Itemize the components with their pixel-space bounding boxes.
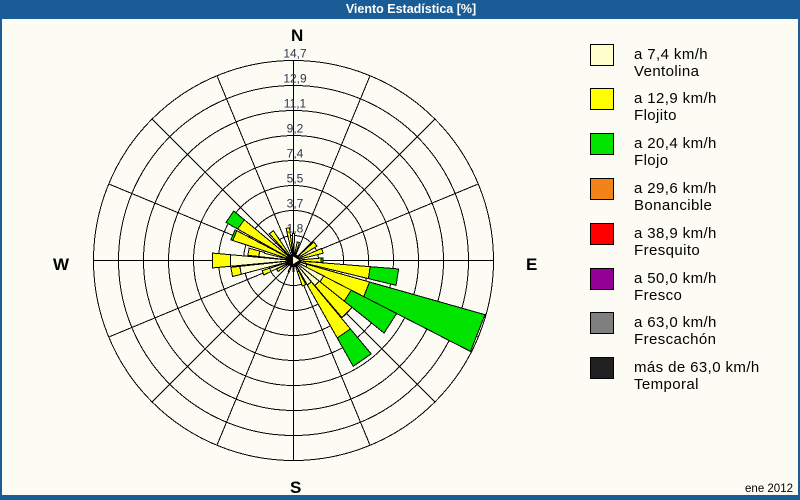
svg-text:1,8: 1,8 <box>287 222 304 236</box>
svg-text:14,7: 14,7 <box>283 47 307 61</box>
svg-text:11,1: 11,1 <box>284 97 307 111</box>
svg-text:9,2: 9,2 <box>287 122 304 136</box>
svg-text:3,7: 3,7 <box>287 197 304 211</box>
svg-text:12,9: 12,9 <box>283 72 307 86</box>
svg-text:7,4: 7,4 <box>287 147 304 161</box>
svg-text:5,5: 5,5 <box>287 172 304 186</box>
